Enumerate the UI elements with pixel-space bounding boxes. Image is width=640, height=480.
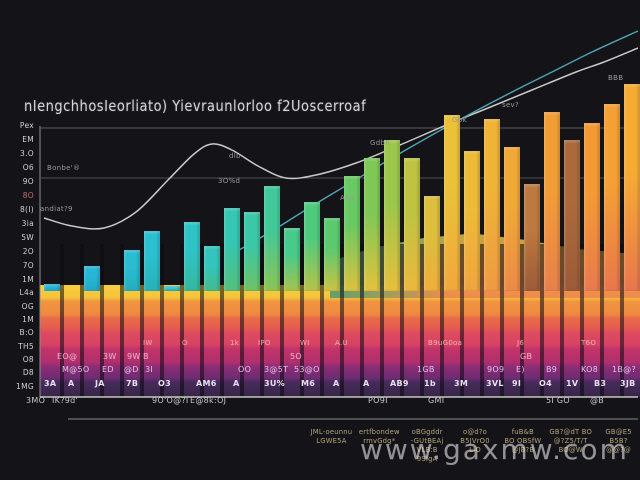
chart-title: nIengchhosIeorliato) Yievraunlorloo f2Uo… xyxy=(24,97,367,115)
bar xyxy=(424,196,440,291)
footer-text-line: GB?@dT BO xyxy=(549,428,593,436)
footer-text-line: -GUtBEAj xyxy=(410,437,444,445)
bar xyxy=(44,284,60,291)
bar xyxy=(444,115,460,291)
bar xyxy=(344,176,360,291)
footer-column: oBGgddr -GUtBEAj VLB:B 9SIgA xyxy=(406,428,449,464)
footer-text-line: BO OBSfW xyxy=(504,437,542,445)
bar xyxy=(544,112,560,291)
bar xyxy=(524,184,540,291)
footer-text-line: o@d?o xyxy=(462,428,488,436)
column-gap-grid xyxy=(44,244,640,397)
footer-text-line: @@?@ xyxy=(606,446,631,454)
bar xyxy=(84,266,100,291)
bar xyxy=(304,202,320,291)
watermark-text: www.gaxmw.com xyxy=(360,433,629,466)
footer-text-line: rmvGdg* xyxy=(363,437,396,445)
bar xyxy=(204,246,220,291)
bar xyxy=(584,123,600,291)
footer-text-line: BO@W xyxy=(558,446,583,454)
footer-column: JML-oeunnu LGWE5A xyxy=(310,428,353,464)
bar xyxy=(564,140,580,291)
trend-line-teal xyxy=(231,30,639,255)
footer-text-line: LIO xyxy=(469,446,481,454)
footer-legend: JML-oeunnu LGWE5A ertfbondew rmvGdg* oBGgddr… xyxy=(310,428,640,464)
footer-text-line: LGWE5A xyxy=(316,437,347,445)
footer-column: ertfbondew rmvGdg* xyxy=(358,428,401,464)
bar xyxy=(364,158,380,291)
bar xyxy=(404,158,420,291)
footer-text-line: fuB&B xyxy=(511,428,535,436)
footer-text-line: @JB?B xyxy=(511,446,535,454)
footer-text-line: B5B? xyxy=(609,437,628,445)
bar xyxy=(604,104,620,291)
footer-text-line: ertfbondew xyxy=(358,428,400,436)
footer-text-line: oBGgddr xyxy=(411,428,443,436)
footer-text-line: @?Z5/T/T xyxy=(553,437,588,445)
bar xyxy=(224,208,240,291)
bar xyxy=(124,250,140,291)
bar xyxy=(144,231,160,291)
trend-line-white xyxy=(43,47,639,230)
bar xyxy=(324,218,340,291)
footer-text-line: B5JVrO0 xyxy=(460,437,490,445)
footer-text-line: JML-oeunnu xyxy=(310,428,353,436)
footer-column: o@d?o B5JVrO0 LIO xyxy=(454,428,497,464)
footer-text-line: GB@E5 xyxy=(605,428,632,436)
bar xyxy=(164,286,180,291)
footer-column: fuB&B BO OBSfW @JB?B xyxy=(501,428,544,464)
footer-column: GB@E5 B5B? @@?@ xyxy=(597,428,640,464)
bar xyxy=(284,228,300,291)
bar xyxy=(384,140,400,291)
bar xyxy=(624,84,640,291)
footer-text-line: VLB:B 9SIgA xyxy=(416,446,438,463)
bar xyxy=(264,186,280,291)
bar xyxy=(484,119,500,291)
footer-column: GB?@dT BO @?Z5/T/T BO@W xyxy=(549,428,592,464)
bar xyxy=(244,212,260,291)
bar xyxy=(464,151,480,291)
bar xyxy=(504,147,520,291)
bar xyxy=(184,222,200,291)
